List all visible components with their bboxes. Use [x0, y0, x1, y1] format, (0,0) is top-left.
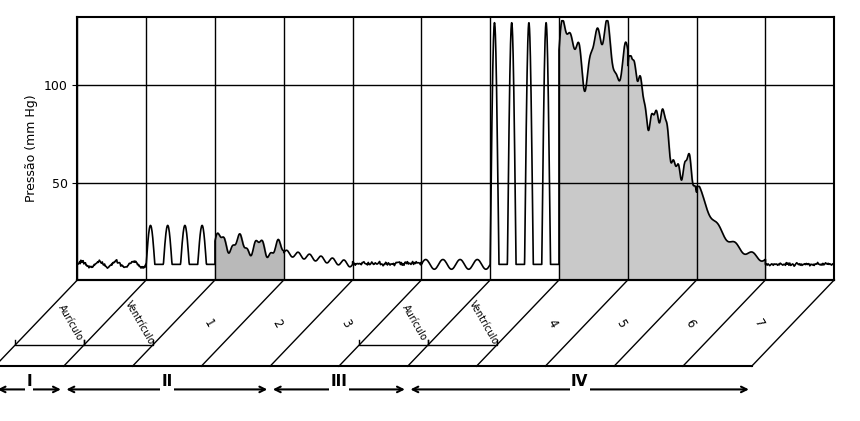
- Text: 7: 7: [751, 317, 766, 330]
- Text: Aurículo: Aurículo: [400, 304, 429, 343]
- Y-axis label: Pressão (mm Hg): Pressão (mm Hg): [25, 95, 38, 202]
- Text: 6: 6: [682, 317, 697, 330]
- Text: Ventrículo: Ventrículo: [467, 299, 500, 347]
- Text: III: III: [330, 374, 347, 389]
- Text: I: I: [27, 374, 32, 389]
- Text: 5: 5: [613, 317, 629, 330]
- Text: 1: 1: [200, 317, 216, 330]
- Text: Aurículo: Aurículo: [56, 304, 85, 343]
- Text: Ventrículo: Ventrículo: [123, 299, 156, 347]
- Text: 4: 4: [544, 317, 560, 330]
- Text: 3: 3: [338, 317, 353, 330]
- Text: II: II: [161, 374, 173, 389]
- Text: 2: 2: [269, 317, 285, 330]
- Text: IV: IV: [571, 374, 588, 389]
